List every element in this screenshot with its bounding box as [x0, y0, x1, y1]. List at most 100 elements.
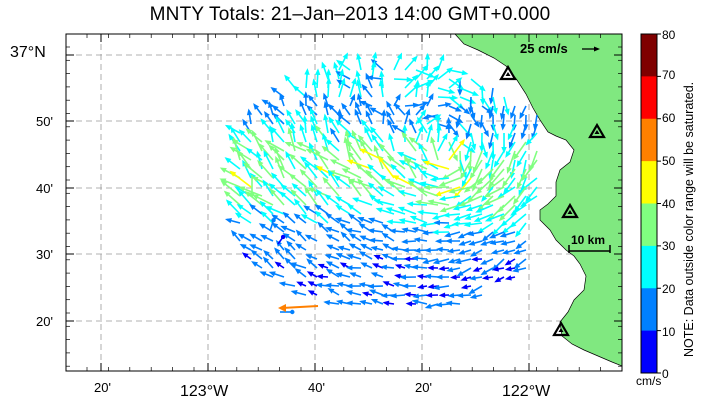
current-vector-429	[304, 234, 318, 242]
current-vector-483	[421, 258, 439, 265]
current-vector-549	[417, 283, 428, 290]
station-marker-center	[505, 72, 511, 76]
current-vector-142	[409, 118, 417, 134]
current-vector-480	[390, 256, 406, 262]
current-vector-221	[469, 159, 483, 180]
current-vector-442	[480, 240, 494, 246]
current-vector-512	[472, 266, 483, 272]
current-vector-450	[295, 243, 307, 251]
current-vector-161	[330, 127, 340, 143]
current-vector-463	[458, 249, 472, 255]
current-vector-89	[365, 101, 373, 116]
current-vector-502	[360, 262, 373, 269]
current-vector-523	[335, 272, 351, 278]
current-vector-553	[468, 285, 483, 295]
current-vector-536	[504, 275, 516, 281]
current-vector-458	[402, 247, 417, 253]
current-vector-149	[501, 132, 507, 154]
current-vector-503	[371, 263, 384, 269]
current-vector-517	[259, 271, 274, 278]
current-vector-223	[489, 159, 505, 180]
current-vector-522	[325, 268, 340, 278]
current-vector-416	[431, 229, 450, 235]
colorbar-tick-20: 20	[662, 282, 676, 296]
current-vector-525	[370, 272, 384, 278]
current-vector-256	[257, 159, 274, 179]
current-vector-190	[401, 131, 417, 152]
current-vector-138	[334, 119, 351, 134]
current-vector-83	[299, 99, 307, 116]
current-vector-238	[346, 159, 373, 170]
current-vector-strong	[278, 304, 319, 312]
current-vector-331	[223, 190, 241, 206]
current-vector-63	[323, 92, 329, 107]
current-vector-367	[397, 206, 417, 215]
current-vector-533	[469, 275, 483, 281]
current-vector-576	[411, 299, 428, 305]
current-vector-425	[249, 233, 263, 242]
current-vector-47	[361, 83, 373, 98]
current-vector-494	[274, 261, 285, 269]
current-vector-535	[494, 276, 505, 283]
current-vector-460	[424, 247, 439, 253]
current-vector-141	[391, 124, 406, 134]
x-label-122w: 122°W	[502, 383, 551, 400]
current-vector-298	[448, 186, 472, 194]
current-vector-461	[436, 246, 450, 253]
current-vector-339	[315, 188, 329, 206]
colorbar-segment	[641, 203, 657, 247]
current-vector-347	[427, 199, 450, 206]
current-vector-355	[225, 199, 241, 215]
current-vector-336	[279, 191, 296, 206]
x-label-40: 40'	[308, 380, 325, 395]
current-vector-529	[424, 273, 439, 280]
colorbar-segment	[641, 245, 657, 289]
current-vector-359	[265, 206, 285, 215]
current-vector-564	[425, 292, 439, 298]
current-vector-189	[388, 132, 395, 152]
station-marker-center	[567, 210, 573, 214]
current-vector-574	[382, 300, 395, 306]
current-vector-112	[336, 113, 351, 125]
current-vector-560	[380, 292, 395, 299]
current-vector-468	[241, 252, 252, 260]
current-vector-478	[373, 255, 384, 261]
current-vector-117	[404, 108, 411, 125]
current-vector-145	[446, 116, 452, 134]
current-vector-234	[299, 156, 318, 170]
current-vector-389	[367, 217, 384, 224]
current-vector-228	[237, 149, 252, 170]
current-vector-518	[268, 271, 285, 278]
land-polygon	[454, 34, 622, 367]
current-vector-531	[450, 274, 461, 280]
current-vector-515	[504, 266, 516, 272]
current-vector-303	[512, 186, 527, 205]
current-vector-151	[525, 132, 538, 146]
current-vector-385	[325, 213, 340, 224]
current-vector-227	[224, 157, 241, 170]
current-vector-424	[237, 233, 252, 242]
station-marker	[499, 64, 517, 81]
current-vector-5	[393, 52, 403, 71]
current-vector-368	[416, 209, 439, 216]
colorbar-tick-70: 70	[662, 68, 676, 82]
current-vector-124	[481, 123, 489, 138]
current-vector-423	[230, 229, 241, 242]
current-vector-174	[505, 141, 516, 158]
current-vector-25	[315, 68, 321, 89]
current-vector-274	[463, 177, 483, 193]
current-vector-200	[516, 150, 527, 168]
current-vector-180	[287, 127, 296, 152]
current-vector-105	[246, 108, 253, 125]
current-vector-205	[258, 142, 274, 161]
current-vector-441	[468, 240, 483, 246]
current-vector-456	[382, 243, 395, 251]
current-vector-329	[513, 195, 527, 213]
current-vector-487	[471, 256, 483, 262]
current-vector-379	[260, 210, 274, 224]
current-vector-559	[368, 289, 384, 296]
current-vector-156	[270, 126, 285, 143]
current-vector-85	[323, 100, 329, 116]
current-vector-70	[426, 92, 434, 107]
current-vector-374	[484, 213, 505, 222]
